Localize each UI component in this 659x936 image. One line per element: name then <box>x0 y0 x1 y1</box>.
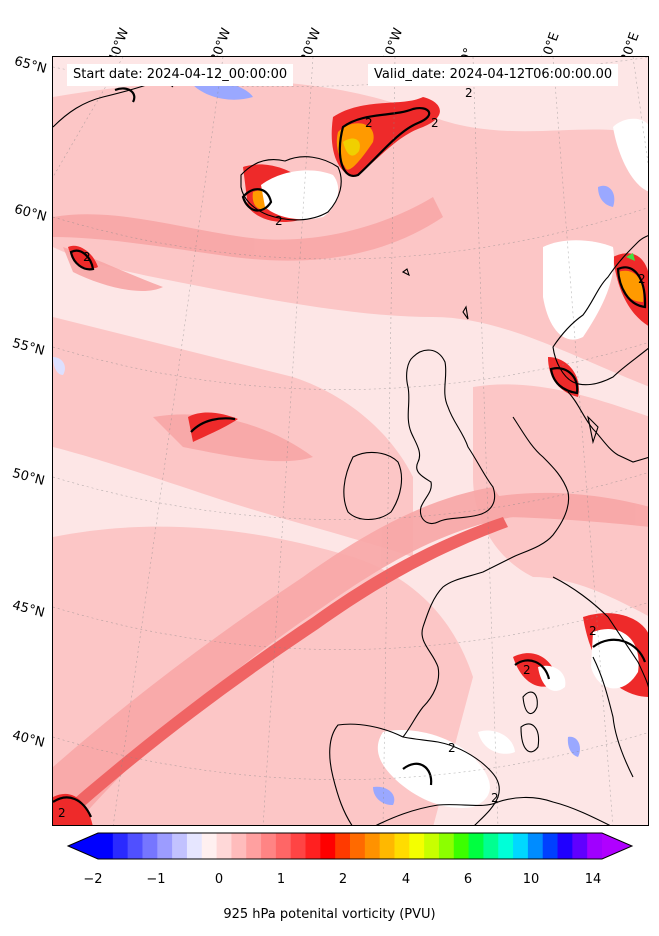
colorbar-segment <box>350 833 366 859</box>
colorbar-segment <box>112 833 129 859</box>
coast-iberia <box>329 723 500 825</box>
contour-labels: 2 2 2 2 2 2 2 2 2 2 2 <box>58 86 646 820</box>
colorbar-extend-high <box>602 833 632 859</box>
contour-label: 2 <box>465 86 473 100</box>
colorbar-tick: 14 <box>584 872 602 887</box>
colorbar-segment <box>157 833 173 859</box>
colorbar-segment <box>557 833 573 859</box>
colorbar-segment <box>468 833 484 859</box>
coast-corsica <box>522 691 538 715</box>
coast-sardinia <box>520 723 540 753</box>
colorbar-segment <box>246 833 262 859</box>
colorbar-segment <box>201 833 218 859</box>
colorbar-tick: 6 <box>463 872 473 887</box>
lat-label-55n: 55°N <box>10 336 47 359</box>
colorbar-segment <box>335 833 351 859</box>
colorbar-segment <box>127 833 143 859</box>
coast-ireland <box>343 451 403 521</box>
coast-iceland <box>240 156 342 221</box>
coast-sweden <box>567 391 648 463</box>
colorbar-segment <box>409 833 425 859</box>
colorbar-segment <box>364 833 381 859</box>
coast-norway <box>552 235 648 386</box>
colorbar-segment <box>513 833 529 859</box>
coast-france <box>402 416 570 738</box>
colorbar-segment <box>172 833 188 859</box>
coast-denmark <box>587 415 599 445</box>
colorbar-segment <box>261 833 277 859</box>
colorbar-segment <box>424 833 440 859</box>
contour-label: 2 <box>589 624 597 638</box>
contour-label: 2 <box>448 741 456 755</box>
colorbar-tick: −1 <box>146 872 166 887</box>
pv-negative-regions <box>53 82 615 805</box>
contour-label: 2 <box>431 116 439 130</box>
colorbar-tick: 4 <box>401 872 411 887</box>
colorbar-segment <box>572 833 588 859</box>
contour-label: 2 <box>365 116 373 130</box>
colorbar-tick: −2 <box>83 872 103 887</box>
lat-label-40n: 40°N <box>10 728 47 751</box>
colorbar-extend-low <box>68 833 98 859</box>
colorbar-tick: 0 <box>214 872 224 887</box>
coast-shetland <box>462 305 469 320</box>
lat-label-60n: 60°N <box>12 202 49 225</box>
colorbar-segment <box>290 833 307 859</box>
coast-faroe <box>401 268 410 277</box>
contour-label: 2 <box>58 806 66 820</box>
contour-label: 2 <box>491 791 499 805</box>
coast-great-britain <box>406 349 496 525</box>
valid-date-label: Valid_date: 2024-04-12T06:00:00.00 <box>368 64 619 86</box>
colorbar-segment <box>527 833 544 859</box>
colorbar-segment <box>542 833 559 859</box>
colorbar-segment <box>186 833 203 859</box>
land-mask-regions <box>261 118 648 808</box>
start-date-label: Start date: 2024-04-12_00:00:00 <box>67 64 294 86</box>
colorbar-outline <box>66 832 634 860</box>
colorbar-label: 925 hPa potenital vorticity (PVU) <box>223 907 436 922</box>
contour-label: 2 <box>275 214 283 228</box>
contour-label: 2 <box>638 272 646 286</box>
map-panel[interactable]: 2 2 2 2 2 2 2 2 2 2 2 <box>52 56 649 826</box>
lat-label-65n: 65°N <box>12 54 49 77</box>
colorbar-segment <box>498 833 514 859</box>
colorbar-segment <box>587 833 603 859</box>
colorbar-segment <box>379 833 395 859</box>
colorbar-segment <box>231 833 247 859</box>
colorbar-segment <box>320 833 336 859</box>
coast-north-africa <box>375 796 611 825</box>
colorbar-tick: 10 <box>522 872 540 887</box>
lat-label-50n: 50°N <box>10 466 47 489</box>
contour-label: 2 <box>523 663 531 677</box>
coastlines <box>53 78 648 825</box>
colorbar-tick: 2 <box>338 872 348 887</box>
colorbar-segment <box>216 833 232 859</box>
colorbar-segment <box>438 833 455 859</box>
colorbar-segment <box>275 833 292 859</box>
colorbar-segment <box>142 833 158 859</box>
colorbar-segment <box>305 833 321 859</box>
pv-field-map: 2 2 2 2 2 2 2 2 2 2 2 <box>53 57 648 825</box>
colorbar-segment <box>98 833 114 859</box>
colorbar-segment <box>453 833 470 859</box>
colorbar-segment <box>394 833 410 859</box>
colorbar <box>66 832 634 860</box>
colorbar-segment <box>483 833 499 859</box>
coast-italy-south <box>592 656 634 778</box>
pv-2-contours <box>53 87 647 818</box>
contour-label: 2 <box>83 250 91 264</box>
colorbar-tick: 1 <box>276 872 286 887</box>
coast-italy <box>552 576 648 688</box>
lat-label-45n: 45°N <box>10 598 47 621</box>
